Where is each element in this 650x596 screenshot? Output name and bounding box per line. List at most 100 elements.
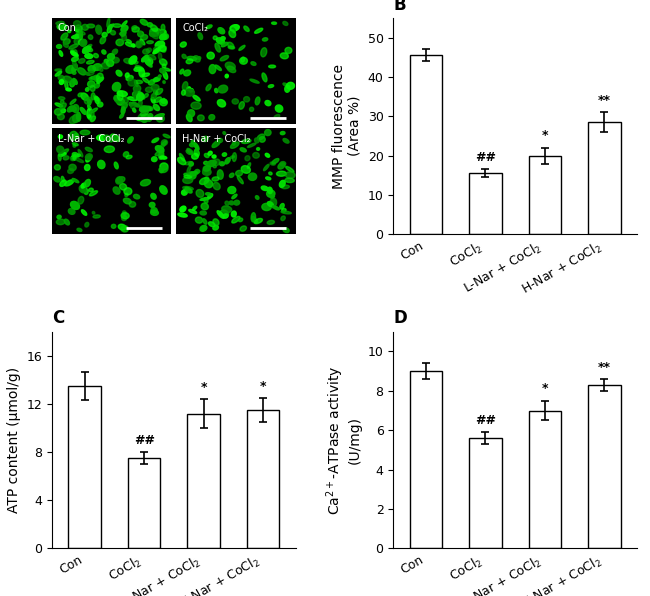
Ellipse shape [65,81,68,89]
Ellipse shape [196,190,203,197]
Ellipse shape [229,30,236,38]
Ellipse shape [226,62,235,70]
Ellipse shape [207,160,216,167]
Ellipse shape [95,83,99,88]
Ellipse shape [159,45,166,52]
Ellipse shape [220,210,229,217]
Ellipse shape [244,26,249,32]
Ellipse shape [98,102,103,107]
Ellipse shape [79,58,85,63]
Ellipse shape [144,106,153,111]
Ellipse shape [57,114,64,120]
Ellipse shape [206,84,211,91]
Ellipse shape [232,194,237,198]
Ellipse shape [57,215,61,219]
Bar [410,55,442,234]
Ellipse shape [125,193,128,197]
Ellipse shape [213,36,217,40]
Ellipse shape [257,134,265,140]
Text: CoCl₂: CoCl₂ [182,23,208,33]
Ellipse shape [188,162,193,166]
Ellipse shape [61,176,64,182]
Ellipse shape [129,56,136,64]
Ellipse shape [200,178,209,185]
Ellipse shape [239,218,242,222]
Ellipse shape [120,114,124,118]
Ellipse shape [266,190,275,197]
Ellipse shape [184,70,190,76]
Ellipse shape [223,214,228,218]
Ellipse shape [61,33,68,40]
Ellipse shape [78,93,83,97]
Ellipse shape [187,148,193,154]
Ellipse shape [152,28,159,34]
Ellipse shape [146,48,151,52]
Ellipse shape [184,175,192,178]
Ellipse shape [147,41,153,44]
Ellipse shape [94,75,101,82]
Ellipse shape [266,177,271,180]
Ellipse shape [133,61,138,64]
Ellipse shape [159,151,164,159]
Ellipse shape [142,49,150,54]
Ellipse shape [153,90,158,95]
Ellipse shape [281,216,285,221]
Ellipse shape [153,77,160,82]
Ellipse shape [280,132,285,135]
Ellipse shape [255,195,259,199]
Ellipse shape [200,211,207,215]
Ellipse shape [265,101,271,105]
Ellipse shape [242,139,251,144]
Text: *: * [260,380,266,393]
Ellipse shape [212,177,219,181]
Ellipse shape [129,103,133,106]
Ellipse shape [114,162,118,169]
Ellipse shape [179,154,185,161]
Ellipse shape [55,103,62,107]
Y-axis label: Ca$^{2+}$-ATPase activity
(U/mg): Ca$^{2+}$-ATPase activity (U/mg) [324,365,362,515]
Ellipse shape [107,54,114,60]
Ellipse shape [161,99,166,103]
Ellipse shape [250,107,254,111]
Ellipse shape [251,213,255,222]
Ellipse shape [68,169,73,173]
Ellipse shape [85,222,89,227]
Ellipse shape [125,42,133,46]
Ellipse shape [158,75,161,77]
Bar [588,122,621,234]
Ellipse shape [61,108,66,113]
Ellipse shape [68,209,75,215]
Ellipse shape [287,82,294,89]
Ellipse shape [81,107,86,114]
Ellipse shape [70,131,77,141]
Ellipse shape [183,177,192,184]
Ellipse shape [57,219,65,225]
Ellipse shape [136,93,144,101]
Ellipse shape [140,105,149,112]
Ellipse shape [163,71,168,79]
Ellipse shape [121,226,129,232]
Ellipse shape [133,85,141,92]
Y-axis label: MMP fluorescence
(Area %): MMP fluorescence (Area %) [332,64,362,188]
Ellipse shape [107,18,110,27]
Ellipse shape [133,194,140,199]
Ellipse shape [70,106,76,111]
Ellipse shape [83,46,91,54]
Ellipse shape [63,156,69,160]
Ellipse shape [121,107,125,114]
Ellipse shape [140,179,151,186]
Ellipse shape [270,195,274,198]
Ellipse shape [145,57,153,65]
Ellipse shape [208,194,213,198]
Ellipse shape [270,162,276,165]
Ellipse shape [77,154,81,157]
Ellipse shape [187,57,197,60]
Ellipse shape [77,228,82,231]
Ellipse shape [228,46,235,49]
Ellipse shape [93,215,100,218]
Bar [469,438,502,548]
Ellipse shape [116,70,122,76]
Ellipse shape [218,85,227,93]
Ellipse shape [190,172,198,176]
Ellipse shape [90,191,97,196]
